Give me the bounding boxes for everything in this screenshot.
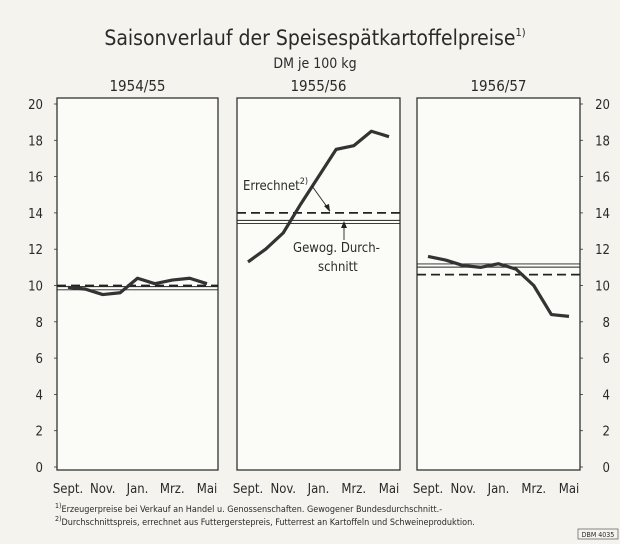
y-tick-label: 18 [595, 134, 610, 149]
y-tick-label: 8 [603, 316, 610, 331]
y-tick-label: 6 [36, 352, 43, 367]
chart-title: Saisonverlauf der Speisespätkartoffelpre… [104, 26, 525, 50]
x-tick-label: Mai [197, 482, 218, 497]
y-tick-label: 20 [595, 98, 610, 113]
y-tick-label: 8 [36, 316, 43, 331]
title-note: 1) [516, 26, 526, 39]
annotation: Gewog. Durch- [293, 241, 380, 256]
code-box [577, 528, 619, 540]
x-tick-label: Jan. [126, 482, 149, 497]
y-tick-label: 12 [28, 243, 43, 258]
footnote-mark: 2) [55, 515, 61, 523]
y-tick-label: 10 [595, 280, 610, 295]
y-tick-label: 12 [595, 243, 610, 258]
arrow-head [324, 204, 330, 212]
y-tick-label: 10 [28, 280, 43, 295]
panel-title: 1955/56 [290, 77, 346, 95]
code: DBM 4035 [582, 531, 615, 539]
x-tick-label: Mrz. [160, 482, 185, 497]
panel-frame [416, 97, 581, 471]
footnote: 2)Durchschnittspreis, errechnet aus Futt… [55, 515, 475, 528]
panel-frame [236, 97, 401, 471]
reference-line-double [237, 219, 400, 225]
y-tick-label: 6 [603, 352, 610, 367]
x-tick-label: Nov. [270, 482, 296, 497]
footnote-mark: 1) [55, 502, 61, 510]
footnote: 1)Erzeugerpreise bei Verkauf an Handel u… [55, 502, 442, 515]
y-tick-label: 4 [36, 388, 43, 403]
y-tick-label: 16 [28, 171, 43, 186]
x-tick-label: Nov. [450, 482, 476, 497]
x-tick-label: Jan. [487, 482, 510, 497]
x-tick-label: Mai [379, 482, 400, 497]
x-tick-label: Sept. [233, 482, 263, 497]
y-tick-label: 0 [36, 461, 43, 476]
x-tick-label: Jan. [307, 482, 330, 497]
y-tick-label: 20 [28, 98, 43, 113]
price-line [427, 254, 570, 318]
y-tick-label: 16 [595, 171, 610, 186]
y-tick-label: 2 [36, 425, 43, 440]
y-tick-label: 18 [28, 134, 43, 149]
y-tick-label: 4 [603, 388, 610, 403]
y-tick-label: 2 [603, 425, 610, 440]
panel-title: 1954/55 [109, 77, 165, 95]
subtitle: DM je 100 kg [273, 56, 356, 72]
annotation-note: 2) [300, 177, 308, 187]
title-text: Saisonverlauf der Speisespätkartoffelpre… [104, 26, 515, 50]
x-tick-label: Sept. [53, 482, 83, 497]
panel-title: 1956/57 [470, 77, 526, 95]
price-line [67, 276, 208, 297]
annotation-text: Errechnet [243, 179, 300, 194]
x-tick-label: Nov. [90, 482, 116, 497]
price-line [247, 129, 390, 264]
footnote-text: Erzeugerpreise bei Verkauf an Handel u. … [61, 505, 442, 515]
annotation: schnitt [318, 260, 358, 275]
y-tick-label: 14 [595, 207, 610, 222]
y-tick-label: 0 [603, 461, 610, 476]
x-tick-label: Mrz. [521, 482, 546, 497]
x-tick-label: Mai [559, 482, 580, 497]
x-tick-label: Mrz. [341, 482, 366, 497]
panel-frame [56, 97, 219, 471]
footnote-text: Durchschnittspreis, errechnet aus Futter… [61, 518, 474, 528]
y-tick-label: 14 [28, 207, 43, 222]
x-tick-label: Sept. [413, 482, 443, 497]
arrow-head [341, 221, 347, 228]
annotation: Errechnet2) [243, 177, 308, 194]
